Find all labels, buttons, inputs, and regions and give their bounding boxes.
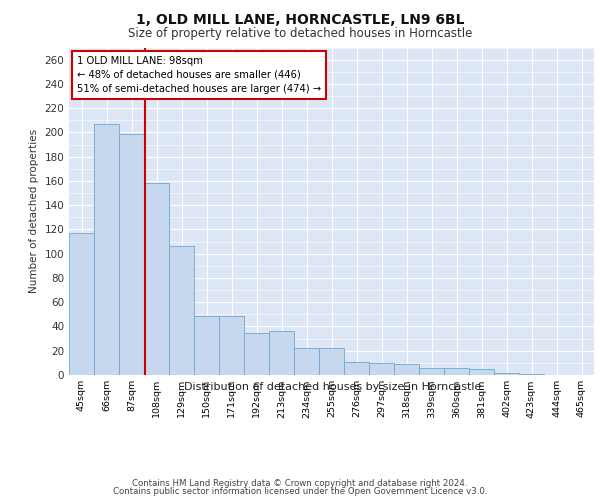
Text: Contains HM Land Registry data © Crown copyright and database right 2024.: Contains HM Land Registry data © Crown c… <box>132 478 468 488</box>
Bar <box>519 374 544 375</box>
Bar <box>494 372 519 375</box>
Bar <box>194 316 219 375</box>
Text: Contains public sector information licensed under the Open Government Licence v3: Contains public sector information licen… <box>113 487 487 496</box>
Text: Size of property relative to detached houses in Horncastle: Size of property relative to detached ho… <box>128 28 472 40</box>
Bar <box>394 364 419 375</box>
Bar <box>369 363 394 375</box>
Bar <box>119 134 144 375</box>
Bar <box>244 332 269 375</box>
Text: 1, OLD MILL LANE, HORNCASTLE, LN9 6BL: 1, OLD MILL LANE, HORNCASTLE, LN9 6BL <box>136 12 464 26</box>
Bar <box>94 124 119 375</box>
Bar <box>469 369 494 375</box>
Bar <box>69 233 94 375</box>
Bar <box>169 246 194 375</box>
Bar <box>444 368 469 375</box>
Text: 1 OLD MILL LANE: 98sqm
← 48% of detached houses are smaller (446)
51% of semi-de: 1 OLD MILL LANE: 98sqm ← 48% of detached… <box>77 56 321 94</box>
Bar <box>319 348 344 375</box>
Bar <box>269 332 294 375</box>
Bar <box>344 362 369 375</box>
Bar <box>144 184 169 375</box>
Bar <box>294 348 319 375</box>
Text: Distribution of detached houses by size in Horncastle: Distribution of detached houses by size … <box>184 382 482 392</box>
Bar <box>419 368 444 375</box>
Bar <box>219 316 244 375</box>
Y-axis label: Number of detached properties: Number of detached properties <box>29 129 39 294</box>
